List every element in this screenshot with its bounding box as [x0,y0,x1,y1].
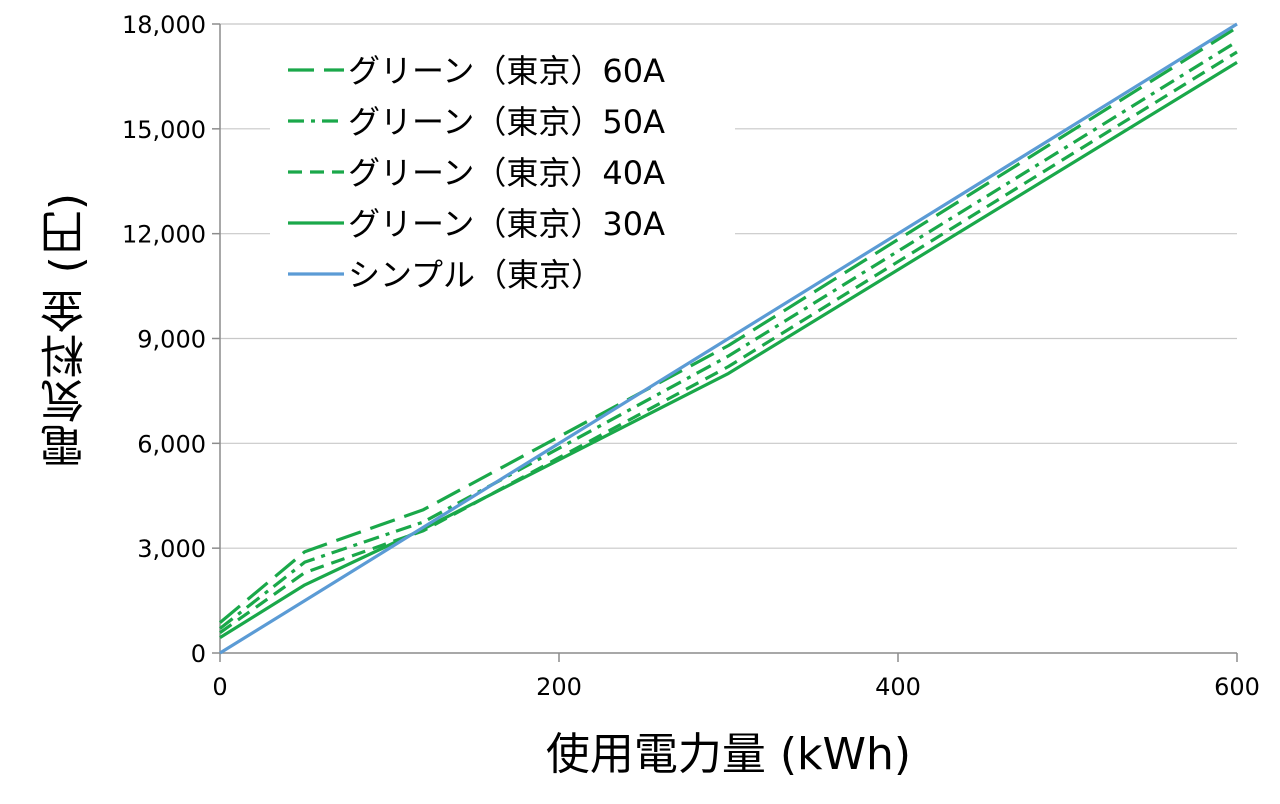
x-axis-title: 使用電力量 (kWh) [545,729,912,780]
legend-label: シンプル（東京） [348,256,603,294]
legend-label: グリーン（東京）60A [348,52,665,90]
tick-labels: 0 3,000 6,000 9,000 12,000 15,000 18,000 0 200 40… [122,11,1260,701]
y-tick-label: 9,000 [137,326,206,354]
series-line [219,22,1238,655]
y-tick-label: 15,000 [122,116,206,144]
series-lines [218,22,1238,655]
y-axis-title: 電気料金 (円) [41,191,92,469]
x-tick-label: 600 [1214,673,1260,701]
legend-label: グリーン（東京）30A [348,205,665,243]
axes [212,23,1238,662]
series-line [219,40,1238,630]
y-tick-label: 0 [191,640,206,668]
series-line [218,26,1238,624]
y-axis-title-wrap: 電気料金 (円) [22,140,112,520]
x-tick-label: 0 [212,673,227,701]
legend-box [270,40,735,301]
y-tick-label: 6,000 [137,430,206,458]
legend: グリーン（東京）60A グリーン（東京）50A グリーン（東京）40A グリーン（東京… [270,40,735,301]
legend-label: グリーン（東京）40A [348,154,665,192]
y-tick-label: 18,000 [122,11,206,39]
legend-label: グリーン（東京）50A [348,103,665,141]
y-tick-label: 12,000 [122,221,206,249]
x-tick-label: 400 [875,673,921,701]
x-tick-label: 200 [536,673,582,701]
y-tick-label: 3,000 [137,535,206,563]
series-line [219,50,1238,635]
